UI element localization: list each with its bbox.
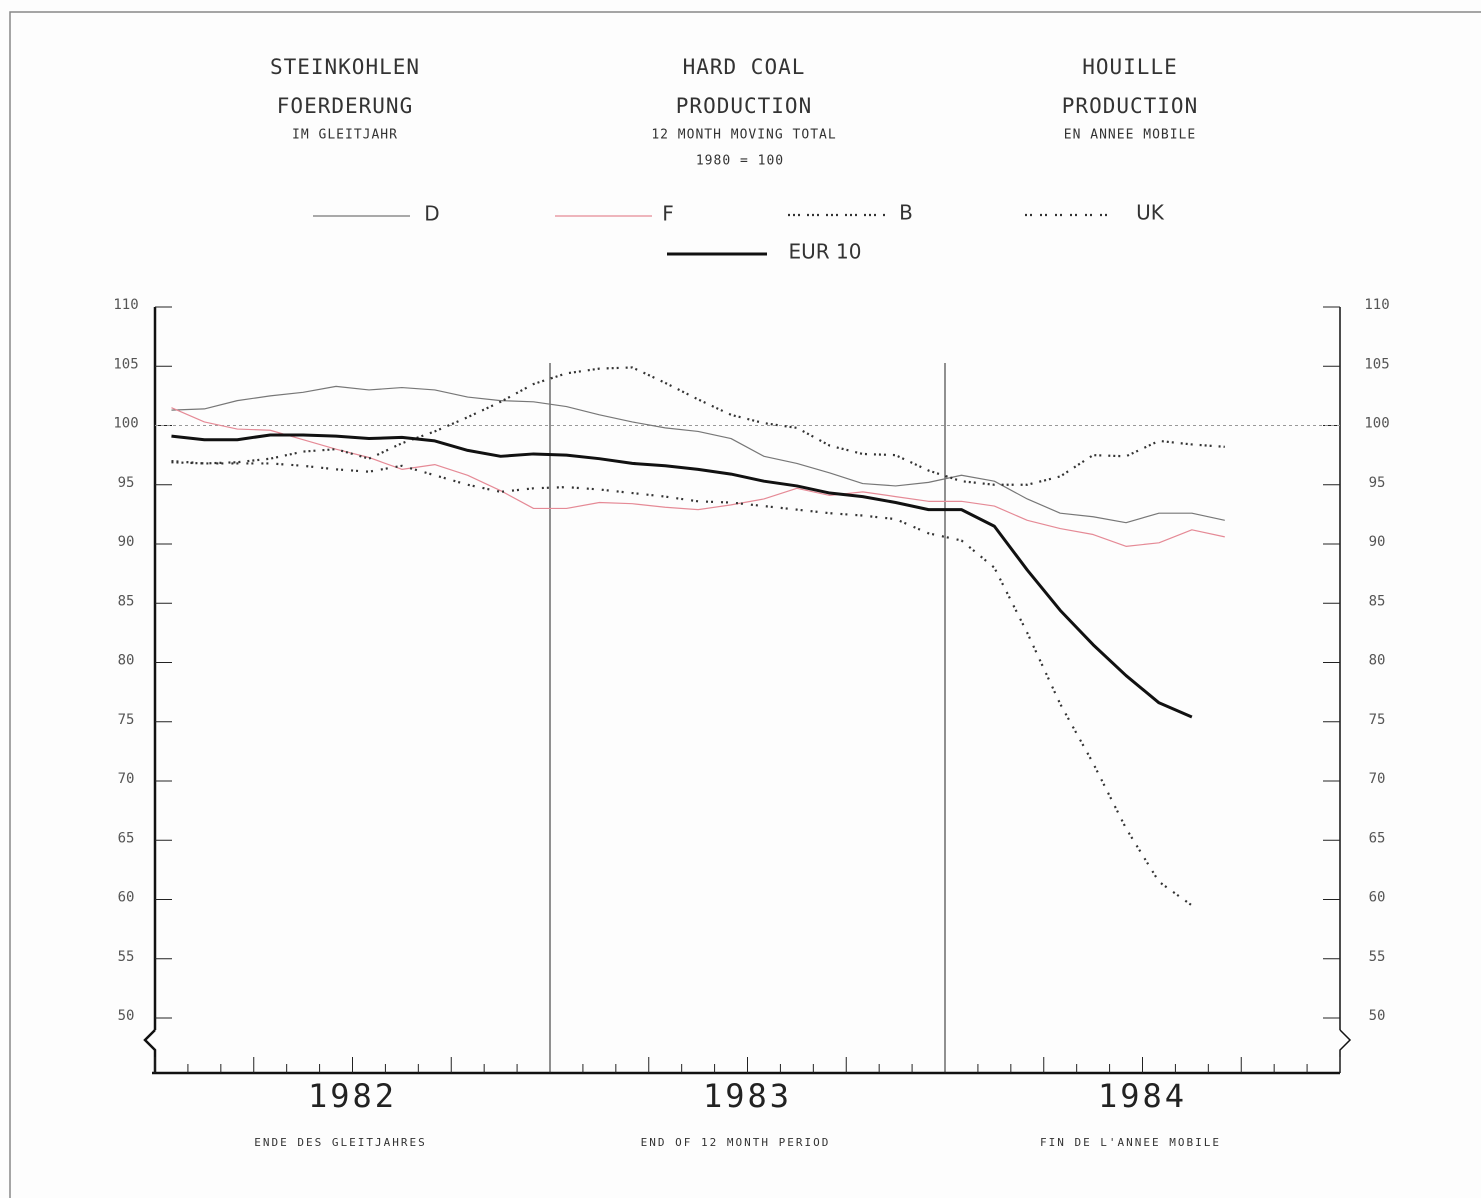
y2-tick-label: 75 <box>1369 712 1386 728</box>
note: 1980 = 100 <box>696 154 784 169</box>
year-label: 1984 <box>1098 1077 1187 1115</box>
legend-label: UK <box>1136 201 1165 225</box>
y-tick-label: 60 <box>118 890 135 906</box>
subtitle: 12 MONTH MOVING TOTAL <box>651 128 836 143</box>
title-line: STEINKOHLEN <box>270 55 420 79</box>
x-label: ENDE DES GLEITJAHRES <box>254 1136 426 1149</box>
y-tick-label: 50 <box>118 1008 135 1024</box>
y2-tick-label: 110 <box>1364 297 1389 313</box>
y2-tick-label: 60 <box>1369 890 1386 906</box>
y-tick-label: 80 <box>118 653 135 669</box>
y2-tick-label: 55 <box>1369 949 1386 965</box>
frame <box>9 11 1481 1198</box>
y-tick-label: 95 <box>118 475 135 491</box>
y2-tick-label: 105 <box>1364 356 1389 372</box>
year-label: 1982 <box>308 1077 397 1115</box>
title-line: HOUILLE <box>1082 55 1178 79</box>
series-line <box>171 459 1193 907</box>
legend-label: B <box>899 201 913 225</box>
y-tick-label: 55 <box>118 949 135 965</box>
y2-tick-label: 90 <box>1369 534 1386 550</box>
y-tick-label: 70 <box>118 771 135 787</box>
title-line: PRODUCTION <box>676 94 812 118</box>
y-tick-label: 105 <box>113 356 138 372</box>
y2-tick-label: 65 <box>1369 830 1386 846</box>
y2-tick-label: 85 <box>1369 593 1386 609</box>
y-tick-label: 85 <box>118 593 135 609</box>
y2-tick-label: 80 <box>1369 653 1386 669</box>
year-label: 1983 <box>703 1077 792 1115</box>
title-line: HARD COAL <box>683 55 806 79</box>
series-line <box>171 385 1225 524</box>
title-line: FOERDERUNG <box>277 94 413 118</box>
y2-tick-label: 50 <box>1369 1008 1386 1024</box>
title-line: PRODUCTION <box>1062 94 1198 118</box>
legend-label: F <box>662 202 674 226</box>
y-tick-label: 110 <box>113 297 138 313</box>
legend-label: EUR 10 <box>789 240 862 264</box>
series-line <box>171 433 1193 719</box>
subtitle: IM GLEITJAHR <box>292 128 398 143</box>
subtitle: EN ANNEE MOBILE <box>1064 128 1196 143</box>
x-label: END OF 12 MONTH PERIOD <box>641 1136 831 1149</box>
legend-label: D <box>424 202 439 226</box>
y-tick-label: 100 <box>113 416 138 432</box>
y2-tick-label: 70 <box>1369 771 1386 787</box>
y-tick-label: 90 <box>118 534 135 550</box>
y2-tick-label: 95 <box>1369 475 1386 491</box>
series-line <box>171 366 1225 486</box>
y-tick-label: 65 <box>118 830 135 846</box>
y-tick-label: 75 <box>118 712 135 728</box>
y2-tick-label: 100 <box>1364 416 1389 432</box>
x-label: FIN DE L'ANNEE MOBILE <box>1040 1136 1221 1149</box>
